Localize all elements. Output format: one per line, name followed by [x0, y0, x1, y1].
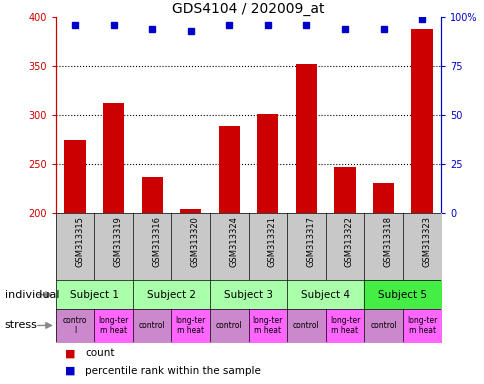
Text: GSM313318: GSM313318: [383, 217, 392, 268]
Text: individual: individual: [5, 290, 59, 300]
Text: GSM313321: GSM313321: [267, 217, 276, 267]
Text: long-ter
m heat: long-ter m heat: [406, 316, 437, 335]
Bar: [180, 209, 201, 213]
Text: GSM313322: GSM313322: [344, 217, 353, 267]
Text: control: control: [138, 321, 165, 330]
Text: GSM313324: GSM313324: [229, 217, 238, 267]
Text: long-ter
m heat: long-ter m heat: [98, 316, 129, 335]
Text: control: control: [215, 321, 242, 330]
Text: ■: ■: [65, 348, 76, 358]
Text: Subject 5: Subject 5: [378, 290, 426, 300]
Text: long-ter
m heat: long-ter m heat: [252, 316, 283, 335]
Text: Subject 4: Subject 4: [301, 290, 349, 300]
Bar: [218, 126, 240, 213]
Bar: [141, 177, 163, 213]
Text: stress: stress: [5, 320, 38, 331]
Bar: [333, 167, 355, 213]
Text: long-ter
m heat: long-ter m heat: [175, 316, 206, 335]
Text: contro
l: contro l: [62, 316, 87, 335]
Text: control: control: [292, 321, 319, 330]
Text: Subject 1: Subject 1: [70, 290, 119, 300]
Text: control: control: [369, 321, 396, 330]
Text: Subject 3: Subject 3: [224, 290, 272, 300]
Bar: [103, 103, 124, 213]
Text: GSM313323: GSM313323: [421, 217, 430, 268]
Text: count: count: [85, 348, 114, 358]
Bar: [295, 64, 317, 213]
Text: GSM313316: GSM313316: [152, 217, 161, 268]
Text: ■: ■: [65, 366, 76, 376]
Text: GSM313320: GSM313320: [190, 217, 199, 267]
Text: long-ter
m heat: long-ter m heat: [329, 316, 360, 335]
Title: GDS4104 / 202009_at: GDS4104 / 202009_at: [172, 2, 324, 16]
Text: GSM313315: GSM313315: [75, 217, 84, 267]
Text: Subject 2: Subject 2: [147, 290, 196, 300]
Bar: [257, 114, 278, 213]
Bar: [64, 140, 86, 213]
Bar: [372, 183, 393, 213]
Bar: [410, 29, 432, 213]
Text: percentile rank within the sample: percentile rank within the sample: [85, 366, 260, 376]
Text: GSM313319: GSM313319: [113, 217, 122, 267]
Text: GSM313317: GSM313317: [306, 217, 315, 268]
